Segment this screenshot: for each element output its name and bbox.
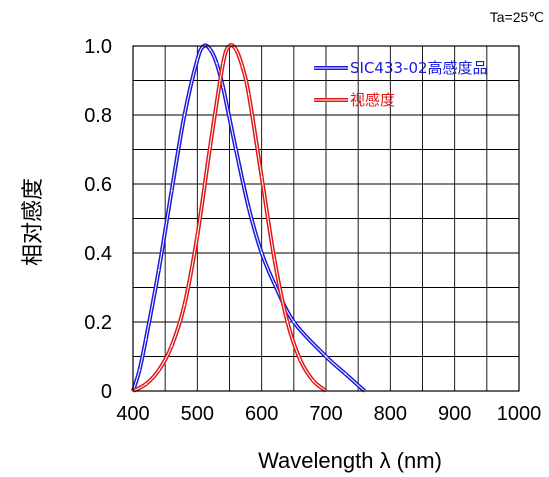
x-tick-labels: 400 500 600 700 800 900 1000 [116,403,541,425]
series-point [144,383,147,385]
y-tick-label: 0.2 [84,312,112,334]
series-point [241,65,244,68]
x-tick-label: 900 [438,403,471,425]
x-tick-label: 600 [245,403,278,425]
series-point [273,283,276,285]
series-1 [132,43,328,393]
series-point [157,369,160,372]
series-point [260,252,263,254]
series-point [196,58,199,61]
series-point [286,321,289,323]
y-tick-label: 0 [101,381,112,403]
grid [133,46,519,391]
series-point [273,259,276,261]
y-tick-label: 0.4 [84,243,112,265]
series-point [170,190,173,192]
series-layer [131,43,366,393]
legend: SIC433-02高感度品 视感度 [314,59,488,109]
legend-label-sic433: SIC433-02高感度品 [350,59,488,77]
y-tick-label: 0.8 [84,105,112,127]
series-point [157,269,160,272]
series-point [183,303,186,306]
x-tick-label: 1000 [497,403,542,425]
x-tick-label: 500 [181,403,214,425]
y-tick-label: 1.0 [84,36,112,58]
series-point [183,114,186,116]
legend-label-visual: 视感度 [350,91,395,109]
series-point [292,321,295,323]
series-point [235,48,237,51]
series-point [138,369,141,372]
annotation: Ta=25℃ [490,9,544,25]
y-tick-label: 0.6 [84,174,112,196]
series-point [170,345,173,348]
x-tick-label: 400 [116,403,149,425]
series-point [299,359,302,361]
series-point [247,93,250,96]
series-point [215,62,218,65]
series-point [235,148,237,151]
series-point [247,207,250,210]
y-axis-label: 相对感度 [21,178,46,266]
series-point [222,62,224,65]
series-point [344,372,347,375]
plot-frame [132,45,520,392]
y-tick-labels: 0 0.2 0.4 0.6 0.8 1.0 [84,36,112,403]
x-tick-label: 800 [374,403,407,425]
series-point [325,355,327,358]
series-point [209,145,212,147]
series-point [312,379,315,382]
x-axis-label: Wavelength λ (nm) [258,448,442,473]
series-point [222,86,224,89]
x-tick-label: 700 [309,403,342,425]
series-point [260,176,263,179]
series-point [196,234,199,237]
series-point [209,48,212,51]
series-point [144,338,147,341]
